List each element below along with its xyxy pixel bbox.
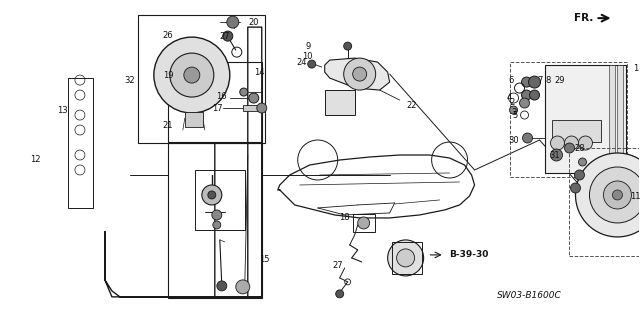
Text: 32: 32	[125, 76, 135, 85]
Circle shape	[520, 98, 529, 108]
Text: 2: 2	[509, 98, 514, 107]
Text: 8: 8	[546, 76, 551, 85]
Bar	[618, 65, 623, 173]
Text: B-39-30: B-39-30	[449, 250, 489, 259]
Text: 22: 22	[406, 100, 417, 109]
Bar	[552, 120, 602, 142]
Circle shape	[550, 136, 564, 150]
Text: 13: 13	[56, 106, 67, 115]
Text: 5: 5	[512, 111, 517, 120]
Circle shape	[308, 60, 316, 68]
Circle shape	[570, 183, 580, 193]
Text: 12: 12	[29, 155, 40, 165]
Circle shape	[344, 58, 376, 90]
Circle shape	[236, 280, 250, 294]
Circle shape	[170, 53, 214, 97]
Bar	[570, 148, 640, 256]
Text: 11: 11	[630, 192, 640, 202]
Text: 4: 4	[507, 93, 512, 101]
Bar	[185, 112, 203, 127]
Circle shape	[612, 190, 623, 200]
Bar	[168, 62, 262, 142]
Bar	[138, 15, 265, 143]
Circle shape	[397, 249, 415, 267]
Circle shape	[154, 37, 230, 113]
Text: 15: 15	[259, 256, 270, 264]
Circle shape	[522, 133, 532, 143]
Text: FR.: FR.	[574, 13, 593, 23]
Bar	[545, 65, 627, 173]
Circle shape	[208, 191, 216, 199]
Circle shape	[522, 77, 532, 87]
Circle shape	[217, 281, 227, 291]
Circle shape	[529, 90, 540, 100]
Text: 29: 29	[554, 76, 564, 85]
Circle shape	[223, 31, 233, 41]
Bar	[324, 90, 355, 115]
Circle shape	[212, 210, 222, 220]
Circle shape	[564, 136, 579, 150]
Text: 24: 24	[296, 58, 307, 67]
Circle shape	[336, 290, 344, 298]
Circle shape	[240, 88, 248, 96]
Bar	[609, 65, 616, 173]
Circle shape	[604, 181, 632, 209]
Text: 9: 9	[305, 41, 310, 51]
Text: 30: 30	[508, 136, 519, 145]
Text: SW03-B1600C: SW03-B1600C	[497, 291, 562, 300]
Bar	[509, 62, 627, 177]
Text: 28: 28	[574, 144, 585, 152]
Bar	[68, 78, 93, 208]
Circle shape	[227, 16, 239, 28]
Circle shape	[509, 106, 518, 114]
Circle shape	[564, 143, 575, 153]
Circle shape	[344, 42, 352, 50]
Circle shape	[184, 67, 200, 83]
Circle shape	[202, 185, 222, 205]
Polygon shape	[324, 58, 390, 90]
Circle shape	[388, 240, 424, 276]
Circle shape	[589, 167, 640, 223]
Text: 19: 19	[163, 70, 173, 79]
Text: 27: 27	[220, 32, 230, 41]
Text: 18: 18	[339, 213, 350, 222]
Bar	[392, 242, 422, 274]
Text: 21: 21	[163, 121, 173, 130]
Circle shape	[579, 158, 586, 166]
Text: 7: 7	[537, 76, 542, 85]
Circle shape	[249, 93, 259, 103]
Circle shape	[575, 153, 640, 237]
Circle shape	[358, 217, 370, 229]
Text: 14: 14	[255, 68, 265, 77]
Text: 16: 16	[216, 92, 227, 100]
Bar	[243, 105, 259, 111]
Text: 1: 1	[633, 63, 638, 73]
Text: 20: 20	[248, 18, 259, 26]
Text: 17: 17	[212, 104, 223, 113]
Text: 27: 27	[332, 261, 343, 271]
Bar	[195, 170, 244, 230]
Circle shape	[353, 67, 367, 81]
Text: 10: 10	[303, 52, 313, 61]
Circle shape	[257, 103, 267, 113]
Text: 31: 31	[549, 151, 560, 160]
Text: 6: 6	[509, 76, 514, 85]
Circle shape	[575, 170, 584, 180]
Text: 26: 26	[163, 31, 173, 40]
Bar	[168, 143, 262, 298]
Circle shape	[529, 76, 541, 88]
Text: 3: 3	[511, 108, 516, 116]
Bar	[353, 214, 374, 232]
Circle shape	[522, 90, 532, 100]
Circle shape	[213, 221, 221, 229]
Circle shape	[579, 136, 593, 150]
Circle shape	[550, 149, 563, 161]
